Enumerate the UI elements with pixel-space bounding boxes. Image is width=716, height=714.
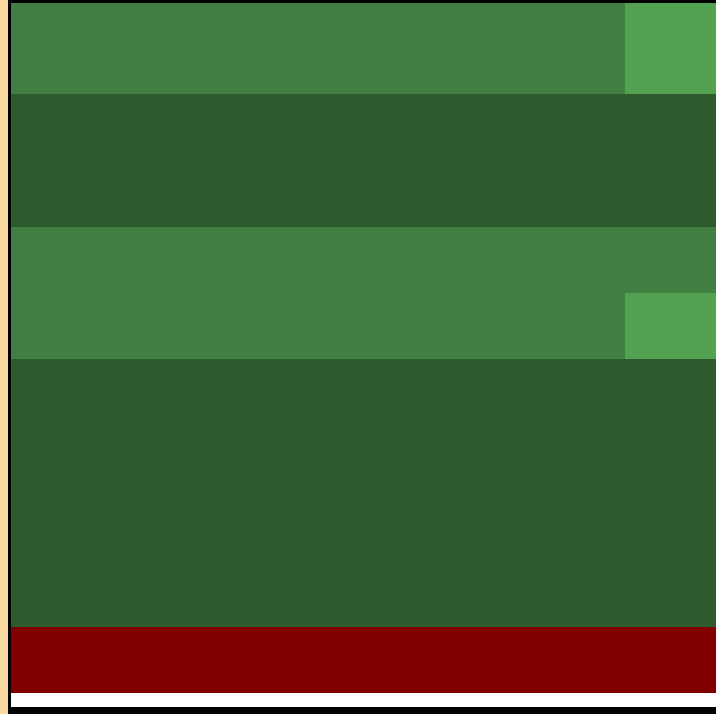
hazard-band (11, 627, 716, 693)
frame-bottom-border (8, 707, 716, 714)
grass-band-2-highlight (625, 293, 716, 359)
grass-row-1-highlight (625, 3, 716, 94)
forest-band-1 (11, 94, 716, 227)
forest-band-2 (11, 359, 716, 627)
grass-band-2 (11, 227, 716, 359)
bottom-strip (14, 693, 716, 704)
frame-top-border (8, 0, 716, 3)
game-map[interactable] (11, 3, 716, 693)
sand-border (0, 0, 8, 714)
grass-row-1 (11, 3, 716, 94)
frame-left-border (8, 0, 11, 714)
